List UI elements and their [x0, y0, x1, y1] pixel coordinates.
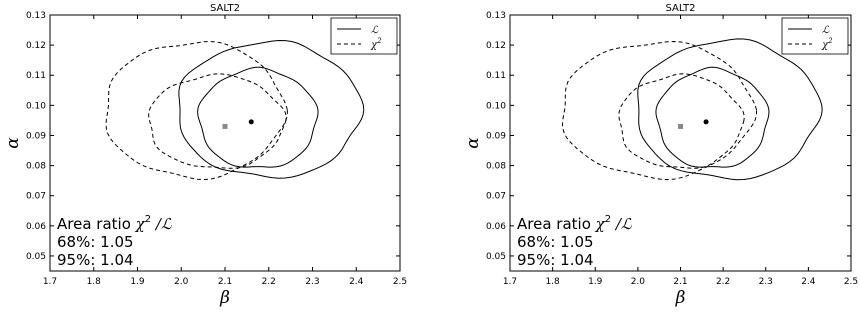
- annotation-line-2: 68%: 1.05: [517, 233, 594, 251]
- legend-box: [330, 17, 398, 55]
- x-tick-label: 1.8: [87, 277, 102, 287]
- chart-title: SALT2: [210, 3, 240, 14]
- annotation-line-1: Area ratio χ2 /ℒ: [517, 214, 633, 233]
- annotation-sup: 2: [605, 214, 611, 225]
- annotation-sup: 2: [145, 214, 151, 225]
- y-axis-label: α: [463, 137, 483, 149]
- best-fit-point-chi2: [222, 123, 228, 129]
- y-tick-label: 0.12: [486, 41, 506, 51]
- contour-chi2-95pct: [105, 40, 288, 181]
- chart-panel-1: 1.7 1.8 1.9 2.0 2.1 2.2 2.3 2.4 2.5 0.05 0.06 0.07 0…: [3, 3, 407, 308]
- legend-label-sup: 2: [376, 37, 382, 45]
- y-tick-label: 0.05: [26, 252, 46, 262]
- legend-label-sup: 2: [827, 37, 833, 45]
- annotation-text: Area ratio: [57, 215, 136, 233]
- y-tick-label: 0.08: [26, 162, 46, 172]
- legend-label: ℒ: [822, 25, 830, 36]
- x-tick-label: 1.8: [545, 277, 560, 287]
- x-tick-label: 2.0: [174, 277, 189, 287]
- annotation-math: χ: [595, 215, 606, 233]
- x-tick-label: 1.9: [130, 277, 145, 287]
- y-tick-label: 0.10: [26, 101, 46, 111]
- contour-chi2-68pct: [618, 73, 745, 169]
- y-tick-label: 0.09: [26, 131, 46, 141]
- chart-panel-2: 1.7 1.8 1.9 2.0 2.1 2.2 2.3 2.4 2.5 0.05 0.06 0.07 0…: [463, 3, 858, 308]
- x-tick-label: 1.9: [588, 277, 603, 287]
- y-tick-label: 0.06: [486, 222, 506, 232]
- x-tick-label: 2.2: [716, 277, 730, 287]
- legend: ℒχ2: [781, 17, 849, 55]
- y-axis-label: α: [3, 137, 23, 149]
- x-tick-label: 2.5: [393, 277, 407, 287]
- annotation-line-2: 68%: 1.05: [57, 233, 134, 251]
- x-tick-label: 2.3: [759, 277, 773, 287]
- x-tick-label: 2.1: [218, 277, 232, 287]
- x-tick-label: 1.7: [503, 277, 517, 287]
- contour-likelihood-95pct: [178, 39, 365, 179]
- y-tick-label: 0.13: [486, 11, 506, 21]
- y-tick-label: 0.13: [26, 11, 46, 21]
- y-tick-label: 0.09: [486, 131, 506, 141]
- y-tick-label: 0.10: [486, 101, 506, 111]
- legend-label: ℒ: [371, 25, 379, 36]
- annotation-line-3: 95%: 1.04: [57, 251, 134, 269]
- y-tick-label: 0.08: [486, 162, 506, 172]
- annotation-line-1: Area ratio χ2 /ℒ: [57, 214, 173, 233]
- y-tick-label: 0.06: [26, 222, 46, 232]
- y-tick-label: 0.07: [486, 192, 506, 202]
- annotation-line-3: 95%: 1.04: [517, 251, 594, 269]
- annotation-tail: /ℒ: [611, 215, 633, 233]
- legend: ℒχ2: [330, 17, 398, 55]
- x-tick-label: 2.2: [262, 277, 276, 287]
- x-tick-label: 2.1: [673, 277, 687, 287]
- contour-likelihood-95pct: [637, 38, 823, 181]
- x-axis-label: β: [675, 288, 686, 308]
- annotation-text: Area ratio: [517, 215, 596, 233]
- x-tick-label: 2.4: [349, 277, 364, 287]
- y-tick-label: 0.11: [486, 71, 506, 81]
- legend-box: [781, 17, 849, 55]
- contour-likelihood-68pct: [655, 66, 770, 168]
- annotation-math: χ: [135, 215, 146, 233]
- x-tick-label: 2.5: [844, 277, 858, 287]
- x-axis-label: β: [219, 288, 230, 308]
- chart-title: SALT2: [665, 3, 695, 14]
- y-tick-label: 0.07: [26, 192, 46, 202]
- best-fit-point-chi2: [678, 123, 683, 129]
- best-fit-point-likelihood: [703, 119, 709, 125]
- y-tick-label: 0.11: [26, 71, 46, 81]
- x-tick-label: 1.7: [43, 277, 57, 287]
- y-tick-label: 0.12: [26, 41, 46, 51]
- y-tick-label: 0.05: [486, 252, 506, 262]
- contour-likelihood-68pct: [197, 66, 319, 168]
- x-tick-label: 2.0: [631, 277, 646, 287]
- best-fit-point-likelihood: [248, 119, 254, 125]
- annotation-tail: /ℒ: [151, 215, 173, 233]
- contour-chi2-95pct: [561, 40, 757, 181]
- x-tick-label: 2.4: [801, 277, 816, 287]
- x-tick-label: 2.3: [305, 277, 319, 287]
- contour-chi2-68pct: [148, 73, 287, 169]
